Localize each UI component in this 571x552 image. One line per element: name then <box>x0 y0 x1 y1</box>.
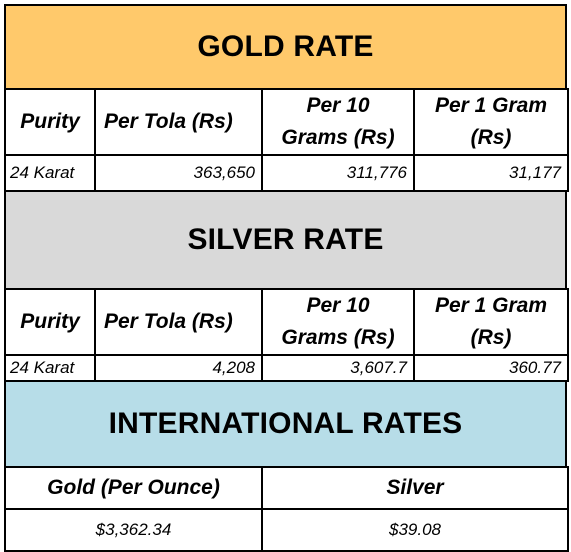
gold-per-10-grams-value: 311,776 <box>261 154 415 192</box>
gold-value-row: 24 Karat 363,650 311,776 31,177 <box>4 154 569 192</box>
silver-per-10-grams-value: 3,607.7 <box>261 354 415 382</box>
gold-rate-table: Purity Per Tola (Rs) Per 10 Grams (Rs) P… <box>4 88 569 192</box>
silver-header-row: Purity Per Tola (Rs) Per 10 Grams (Rs) P… <box>4 288 569 356</box>
gold-purity-value: 24 Karat <box>4 154 96 192</box>
international-header-silver: Silver <box>261 466 569 510</box>
gold-header-per-tola: Per Tola (Rs) <box>94 88 263 156</box>
gold-header-purity: Purity <box>4 88 96 156</box>
international-rates-title: INTERNATIONAL RATES <box>4 380 567 468</box>
silver-value-row: 24 Karat 4,208 3,607.7 360.77 <box>4 354 569 382</box>
international-rates-table: Gold (Per Ounce) Silver $3,362.34 $39.08 <box>4 466 569 552</box>
silver-purity-value: 24 Karat <box>4 354 96 382</box>
gold-per-tola-value: 363,650 <box>94 154 263 192</box>
silver-per-1-gram-value: 360.77 <box>413 354 569 382</box>
gold-header-per-1-gram: Per 1 Gram (Rs) <box>413 88 569 156</box>
gold-rate-title: GOLD RATE <box>4 4 567 90</box>
silver-rate-title: SILVER RATE <box>4 190 567 290</box>
international-header-gold: Gold (Per Ounce) <box>4 466 263 510</box>
international-silver-value: $39.08 <box>261 508 569 552</box>
international-value-row: $3,362.34 $39.08 <box>4 508 569 552</box>
silver-header-per-tola: Per Tola (Rs) <box>94 288 263 356</box>
silver-header-per-1-gram: Per 1 Gram (Rs) <box>413 288 569 356</box>
gold-header-row: Purity Per Tola (Rs) Per 10 Grams (Rs) P… <box>4 88 569 156</box>
silver-header-purity: Purity <box>4 288 96 356</box>
silver-rate-table: Purity Per Tola (Rs) Per 10 Grams (Rs) P… <box>4 288 569 382</box>
international-header-row: Gold (Per Ounce) Silver <box>4 466 569 510</box>
gold-per-1-gram-value: 31,177 <box>413 154 569 192</box>
silver-header-per-10-grams: Per 10 Grams (Rs) <box>261 288 415 356</box>
gold-header-per-10-grams: Per 10 Grams (Rs) <box>261 88 415 156</box>
international-gold-value: $3,362.34 <box>4 508 263 552</box>
rates-sheet: GOLD RATE Purity Per Tola (Rs) Per 10 Gr… <box>4 4 569 552</box>
silver-per-tola-value: 4,208 <box>94 354 263 382</box>
